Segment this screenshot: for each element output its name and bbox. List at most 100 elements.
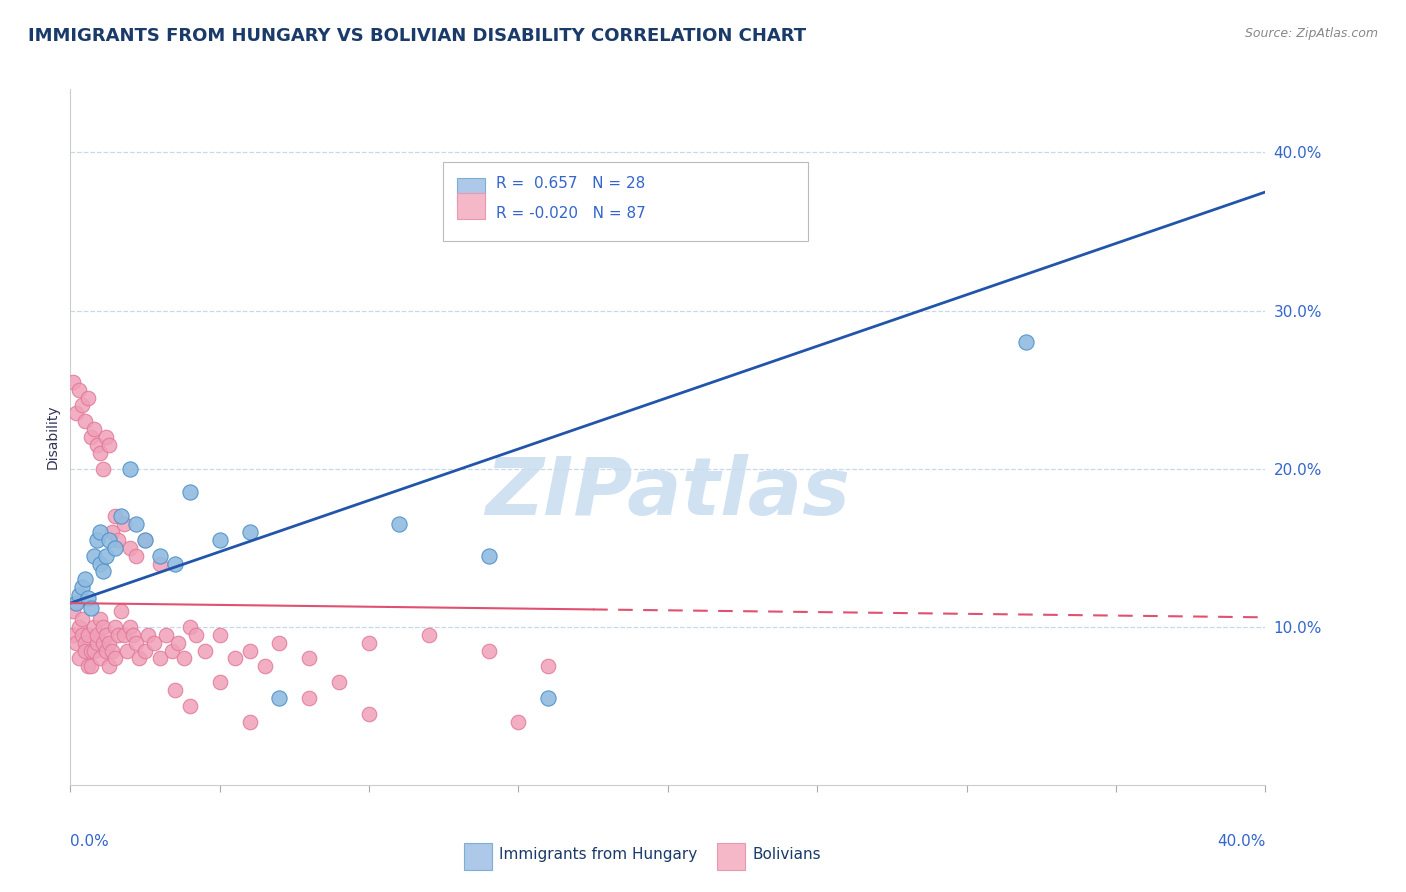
Point [120,541,141,555]
Text: R =  0.657   N = 28: R = 0.657 N = 28 [496,176,645,191]
Point [89,651,111,665]
Point [112,516,135,531]
Point [537,690,560,705]
Point [120,620,141,634]
Point [166,635,188,649]
Point [107,533,129,547]
Point [89,446,111,460]
Point [75,635,97,649]
Point [96,549,118,563]
Point [83,549,105,563]
Point [67,588,90,602]
Point [328,675,350,690]
Point [107,628,129,642]
Point [80,600,103,615]
Point [96,643,118,657]
Point [80,659,103,673]
Point [77,628,100,642]
Point [208,675,231,690]
Point [86,438,108,452]
Text: Source: ZipAtlas.com: Source: ZipAtlas.com [1244,27,1378,40]
Point [98,533,121,547]
Point [173,651,195,665]
Point [86,533,108,547]
Point [128,651,150,665]
Point [115,643,138,657]
Text: 0.0%: 0.0% [70,834,110,848]
Text: 40.0%: 40.0% [1218,834,1265,848]
Point [70,399,93,413]
Point [136,628,159,642]
Point [62,628,84,642]
Point [91,565,114,579]
Point [70,628,93,642]
Point [89,557,111,571]
Point [112,628,135,642]
Point [96,628,118,642]
Point [65,635,87,649]
Point [418,628,440,642]
Point [89,612,111,626]
Point [359,706,381,721]
Text: ZIPatlas: ZIPatlas [485,454,851,532]
Point [194,643,217,657]
Point [89,524,111,539]
Point [104,651,127,665]
Point [77,591,100,606]
Point [134,643,156,657]
Point [122,628,145,642]
Point [120,461,141,475]
Point [149,557,172,571]
Point [179,620,201,634]
Point [208,628,231,642]
Point [83,422,105,436]
Point [388,516,411,531]
Point [179,485,201,500]
Point [75,643,97,657]
Point [83,643,105,657]
Point [91,620,114,634]
Point [86,628,108,642]
Point [77,659,100,673]
Point [67,383,90,397]
Point [253,659,276,673]
Point [134,533,156,547]
Point [537,659,560,673]
Point [163,557,186,571]
Point [179,698,201,713]
Point [478,643,501,657]
Point [75,414,97,428]
Point [239,524,262,539]
Point [224,651,246,665]
Point [104,509,127,524]
Text: IMMIGRANTS FROM HUNGARY VS BOLIVIAN DISABILITY CORRELATION CHART: IMMIGRANTS FROM HUNGARY VS BOLIVIAN DISA… [28,27,806,45]
Point [298,651,321,665]
Point [98,635,121,649]
Point [359,635,381,649]
Point [91,635,114,649]
Point [269,690,291,705]
Point [101,524,124,539]
Point [508,714,530,729]
Text: Immigrants from Hungary: Immigrants from Hungary [499,847,697,862]
Point [101,643,124,657]
Point [184,628,207,642]
Point [239,714,262,729]
Point [239,643,262,657]
Point [62,375,84,389]
Point [65,596,87,610]
Point [70,612,93,626]
Point [62,604,84,618]
Point [134,533,156,547]
Point [160,643,183,657]
Point [104,620,127,634]
Point [91,461,114,475]
Point [80,430,103,444]
Point [67,620,90,634]
Point [125,635,148,649]
Point [298,690,321,705]
Text: Bolivians: Bolivians [752,847,821,862]
Point [77,391,100,405]
Point [65,406,87,420]
Point [70,580,93,594]
